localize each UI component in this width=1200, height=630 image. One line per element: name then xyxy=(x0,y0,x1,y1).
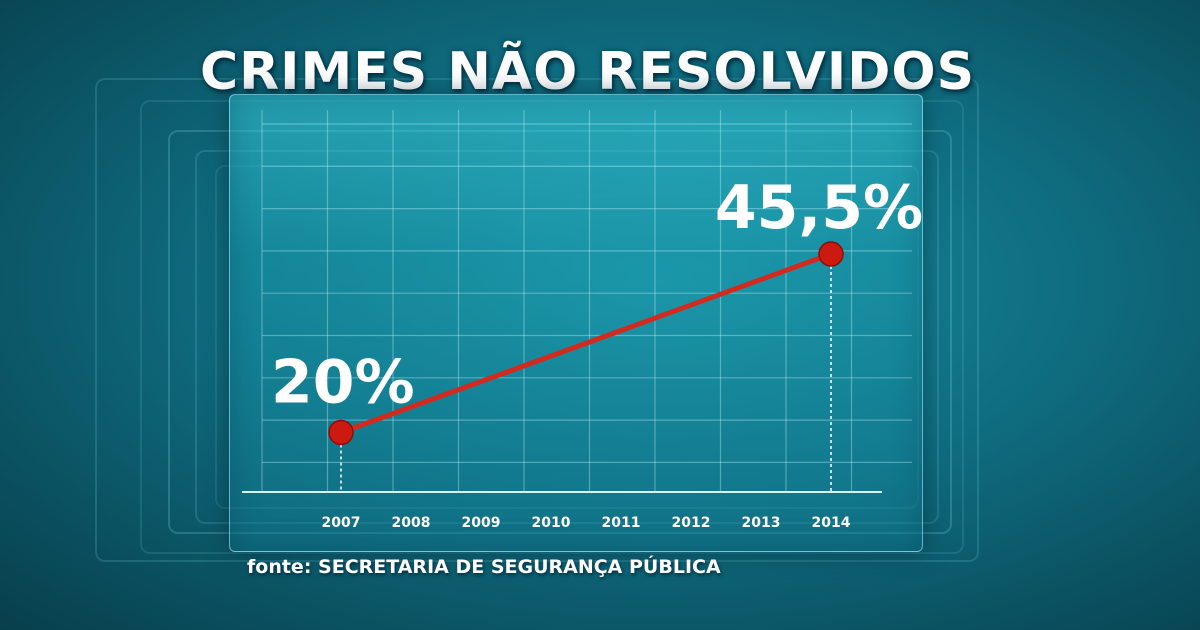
x-tick-label: 2008 xyxy=(392,515,431,531)
chart-title: CRIMES NÃO RESOLVIDOS xyxy=(199,42,976,102)
decorative-frame xyxy=(95,78,979,562)
data-label: 45,5% xyxy=(715,173,923,243)
data-label: 20% xyxy=(271,348,415,418)
x-tick-label: 2009 xyxy=(462,515,501,531)
x-tick-label: 2010 xyxy=(532,515,571,531)
x-tick-label: 2013 xyxy=(742,515,781,531)
source-note: fonte: SECRETARIA DE SEGURANÇA PÚBLICA xyxy=(247,556,721,578)
chart-panel xyxy=(229,94,923,552)
x-tick-label: 2014 xyxy=(812,515,851,531)
x-tick-label: 2007 xyxy=(322,515,361,531)
data-point xyxy=(818,241,844,267)
x-tick-label: 2011 xyxy=(602,515,641,531)
data-point xyxy=(328,419,354,446)
series-line xyxy=(338,251,834,435)
x-tick-label: 2012 xyxy=(672,515,711,531)
